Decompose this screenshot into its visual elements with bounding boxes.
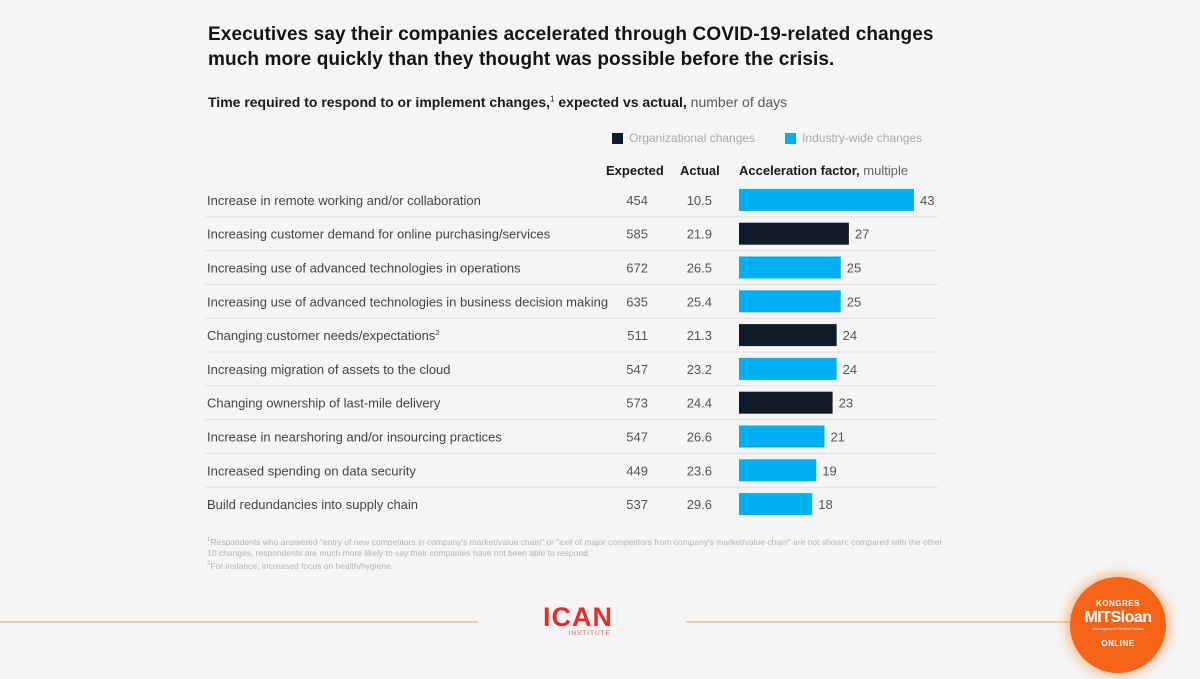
category-label: Increasing migration of assets to the cl… [207, 362, 451, 377]
subtitle-main: Time required to respond to or implement… [208, 94, 551, 110]
category-label: Increasing use of advanced technologies … [207, 294, 608, 309]
chart-subtitle: Time required to respond to or implement… [208, 94, 787, 110]
badge-sub-text: Management Review Polska [1092, 626, 1144, 631]
category-label: Increase in remote working and/or collab… [207, 193, 481, 208]
legend-item-industry: Industry-wide changes [785, 131, 922, 145]
category-label: Increasing use of advanced technologies … [207, 261, 521, 276]
actual-value: 10.5 [687, 193, 712, 208]
actual-value: 26.6 [687, 430, 712, 445]
actual-value: 26.5 [687, 261, 712, 276]
actual-value: 24.4 [687, 396, 712, 411]
bar [739, 391, 833, 414]
subtitle-footnote-mark: 1 [550, 94, 555, 104]
column-header-factor-bold: Acceleration factor, [739, 163, 860, 178]
divider-left [0, 621, 478, 623]
legend: Organizational changes Industry-wide cha… [612, 131, 922, 145]
badge-top-text: KONGRES [1096, 599, 1140, 608]
category-label: Increase in nearshoring and/or insourcin… [207, 430, 502, 445]
expected-value: 672 [626, 261, 648, 276]
expected-value: 573 [626, 396, 648, 411]
column-header-actual: Actual [680, 163, 720, 178]
category-label: Changing ownership of last-mile delivery [207, 396, 441, 411]
ican-logo-text: ICAN [543, 602, 613, 632]
expected-value: 547 [626, 430, 648, 445]
actual-value: 21.3 [687, 328, 712, 343]
actual-value: 25.4 [687, 294, 712, 309]
ican-logo-subtext: INSTITUTE [568, 630, 611, 637]
footnote-2: 2For instance, increased focus on health… [207, 560, 394, 571]
data-label: 21 [830, 430, 844, 445]
data-label: 25 [847, 294, 861, 309]
data-label: 24 [843, 362, 857, 377]
bar [739, 459, 817, 482]
badge-main-text: MITSloan [1084, 609, 1152, 626]
category-label: Increased spending on data security [207, 463, 416, 478]
expected-value: 454 [626, 193, 648, 208]
bar [739, 425, 825, 448]
legend-item-organizational: Organizational changes [612, 131, 755, 145]
actual-value: 23.2 [687, 362, 712, 377]
column-header-expected: Expected [606, 163, 664, 178]
subtitle-secondary: expected vs actual, [554, 94, 687, 110]
actual-value: 21.9 [687, 227, 712, 242]
actual-value: 23.6 [687, 463, 712, 478]
legend-swatch-industry [785, 132, 797, 144]
data-label: 18 [818, 497, 832, 512]
column-header-factor-light: multiple [859, 163, 909, 178]
badge-bottom-text: ONLINE [1101, 639, 1135, 648]
expected-value: 449 [626, 463, 648, 478]
expected-value: 537 [626, 497, 648, 512]
legend-label-organizational: Organizational changes [629, 131, 756, 145]
bar [739, 290, 841, 313]
footnote-1: 1Respondents who answered "entry of new … [207, 536, 943, 558]
data-label: 27 [855, 227, 869, 242]
divider-right [686, 621, 1086, 623]
subtitle-unit: number of days [686, 94, 788, 110]
data-label: 23 [839, 396, 853, 411]
expected-value: 585 [626, 227, 648, 242]
column-header-factor: Acceleration factor, multiple [739, 163, 908, 178]
bar [739, 188, 914, 211]
ican-logo: ICAN INSTITUTE [543, 604, 613, 638]
data-label: 24 [843, 328, 857, 343]
bar [739, 256, 841, 279]
legend-swatch-organizational [612, 132, 623, 144]
category-label: Build redundancies into supply chain [207, 497, 418, 512]
expected-value: 547 [626, 362, 648, 377]
bar [739, 493, 813, 516]
mitsloan-badge: KONGRES MITSloan Management Review Polsk… [1070, 577, 1166, 673]
data-label: 25 [847, 261, 861, 276]
chart-title: Executives say their companies accelerat… [208, 24, 934, 70]
actual-value: 29.6 [687, 497, 712, 512]
footnotes: 1Respondents who answered "entry of new … [207, 535, 947, 572]
bar [739, 324, 837, 347]
data-label: 19 [822, 463, 836, 478]
expected-value: 635 [626, 294, 648, 309]
category-label: Increasing customer demand for online pu… [207, 227, 551, 242]
expected-value: 511 [627, 328, 648, 343]
category-label: Changing customer needs/expectations2 [207, 328, 439, 343]
data-label: 43 [920, 193, 934, 208]
bar [739, 357, 837, 380]
bar [739, 222, 849, 245]
legend-label-industry: Industry-wide changes [802, 131, 923, 145]
